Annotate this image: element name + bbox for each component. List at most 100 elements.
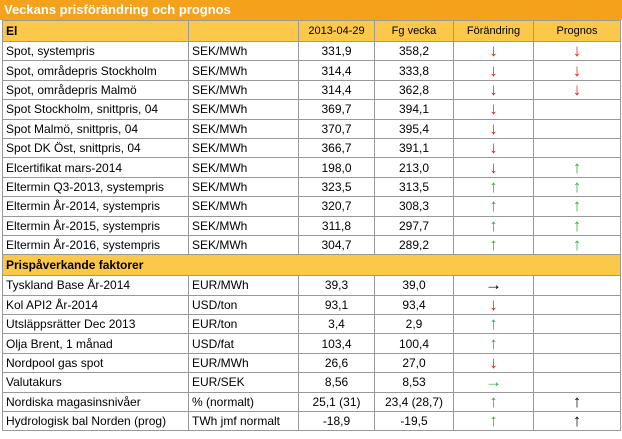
data-row: Tyskland Base År-2014 EUR/MWh 39,3 39,0 → [2, 275, 621, 296]
previous-value: 289,2 [374, 234, 454, 256]
current-value: -18,9 [298, 411, 375, 432]
column-header: Fg vecka [374, 20, 454, 42]
forecast-arrow [533, 352, 621, 374]
item-name: Spot, systempris [2, 40, 189, 62]
header-cell [188, 20, 299, 42]
change-arrow: ↓ [453, 40, 534, 62]
unit: EUR/ton [188, 314, 299, 335]
change-arrow: ↑ [453, 176, 534, 198]
unit: TWh jmf normalt [188, 411, 299, 432]
change-arrow: → [453, 275, 534, 296]
forecast-arrow: ↓ [533, 79, 621, 101]
item-name: Eltermin Q3-2013, systempris [2, 176, 189, 198]
column-header: 2013-04-29 [298, 20, 375, 42]
current-value: 103,4 [298, 333, 375, 354]
current-value: 39,3 [298, 275, 375, 296]
previous-value: -19,5 [374, 411, 454, 432]
data-row: Spot, områdepris Malmö SEK/MWh 314,4 362,8 ↓… [2, 79, 621, 101]
change-arrow: ↑ [453, 196, 534, 217]
data-row: Spot Stockholm, snittpris, 04 SEK/MWh 369,… [2, 99, 621, 120]
section-row: El 2013-04-29 Fg vecka Förändring Prognos [2, 20, 621, 42]
unit: USD/fat [188, 333, 299, 354]
current-value: 198,0 [298, 157, 375, 178]
current-value: 8,56 [298, 372, 375, 393]
forecast-arrow [533, 372, 621, 393]
data-row: Eltermin Q3-2013, systempris SEK/MWh 323,5… [2, 176, 621, 198]
unit: SEK/MWh [188, 176, 299, 198]
change-arrow: ↓ [453, 60, 534, 81]
unit: SEK/MWh [188, 118, 299, 139]
unit: EUR/MWh [188, 275, 299, 296]
previous-value: 93,4 [374, 294, 454, 316]
change-arrow: ↑ [453, 215, 534, 236]
change-arrow: → [453, 372, 534, 393]
unit: % (normalt) [188, 391, 299, 413]
item-name: Spot, områdepris Malmö [2, 79, 189, 101]
change-arrow: ↓ [453, 137, 534, 159]
data-row: Valutakurs EUR/SEK 8,56 8,53 → [2, 372, 621, 393]
unit: SEK/MWh [188, 196, 299, 217]
current-value: 320,7 [298, 196, 375, 217]
forecast-arrow: ↑ [533, 411, 621, 432]
change-arrow: ↓ [453, 79, 534, 101]
previous-value: 8,53 [374, 372, 454, 393]
data-row: Spot, systempris SEK/MWh 331,9 358,2 ↓ ↓ [2, 40, 621, 62]
forecast-arrow: ↑ [533, 391, 621, 413]
item-name: Nordiska magasinsnivåer [2, 391, 189, 413]
section-title: El [2, 20, 189, 42]
price-table: El 2013-04-29 Fg vecka Förändring Prognos Spo… [2, 20, 621, 432]
forecast-arrow [533, 275, 621, 296]
column-header: Förändring [453, 20, 534, 42]
forecast-arrow [533, 99, 621, 120]
item-name: Eltermin År-2014, systempris [2, 196, 189, 217]
item-name: Spot DK Öst, snittpris, 04 [2, 137, 189, 159]
data-row: Eltermin År-2016, systempris SEK/MWh 304,7… [2, 234, 621, 256]
item-name: Valutakurs [2, 372, 189, 393]
forecast-arrow: ↑ [533, 196, 621, 217]
forecast-arrow: ↑ [533, 176, 621, 198]
item-name: Hydrologisk bal Norden (prog) [2, 411, 189, 432]
current-value: 311,8 [298, 215, 375, 236]
previous-value: 213,0 [374, 157, 454, 178]
data-row: Olja Brent, 1 månad USD/fat 103,4 100,4 ↑ [2, 333, 621, 354]
previous-value: 394,1 [374, 99, 454, 120]
item-name: Eltermin År-2016, systempris [2, 234, 189, 256]
data-row: Eltermin År-2014, systempris SEK/MWh 320,7… [2, 196, 621, 217]
change-arrow: ↑ [453, 333, 534, 354]
data-row: Spot Malmö, snittpris, 04 SEK/MWh 370,7 395… [2, 118, 621, 139]
forecast-arrow [533, 137, 621, 159]
current-value: 3,4 [298, 314, 375, 335]
current-value: 304,7 [298, 234, 375, 256]
previous-value: 39,0 [374, 275, 454, 296]
change-arrow: ↓ [453, 157, 534, 178]
item-name: Tyskland Base År-2014 [2, 275, 189, 296]
change-arrow: ↑ [453, 411, 534, 432]
table-body: El 2013-04-29 Fg vecka Förändring Prognos Spo… [2, 20, 621, 432]
current-value: 369,7 [298, 99, 375, 120]
unit: SEK/MWh [188, 234, 299, 256]
change-arrow: ↓ [453, 352, 534, 374]
current-value: 370,7 [298, 118, 375, 139]
current-value: 314,4 [298, 60, 375, 81]
current-value: 26,6 [298, 352, 375, 374]
item-name: Olja Brent, 1 månad [2, 333, 189, 354]
previous-value: 27,0 [374, 352, 454, 374]
data-row: Hydrologisk bal Norden (prog) TWh jmf nor… [2, 411, 621, 432]
forecast-arrow: ↑ [533, 234, 621, 256]
title-bar: Veckans prisförändring och prognos [0, 0, 622, 20]
forecast-arrow: ↓ [533, 60, 621, 81]
forecast-arrow: ↑ [533, 157, 621, 178]
unit: SEK/MWh [188, 60, 299, 81]
data-row: Spot DK Öst, snittpris, 04 SEK/MWh 366,7 39… [2, 137, 621, 159]
unit: SEK/MWh [188, 79, 299, 101]
data-row: Elcertifikat mars-2014 SEK/MWh 198,0 213,0 ↓… [2, 157, 621, 178]
forecast-arrow [533, 118, 621, 139]
data-row: Spot, områdepris Stockholm SEK/MWh 314,4 33… [2, 60, 621, 81]
section-title: Prispåverkande faktorer [2, 254, 621, 277]
previous-value: 358,2 [374, 40, 454, 62]
change-arrow: ↓ [453, 99, 534, 120]
item-name: Utsläppsrätter Dec 2013 [2, 314, 189, 335]
data-row: Eltermin År-2015, systempris SEK/MWh 311,8… [2, 215, 621, 236]
previous-value: 308,3 [374, 196, 454, 217]
